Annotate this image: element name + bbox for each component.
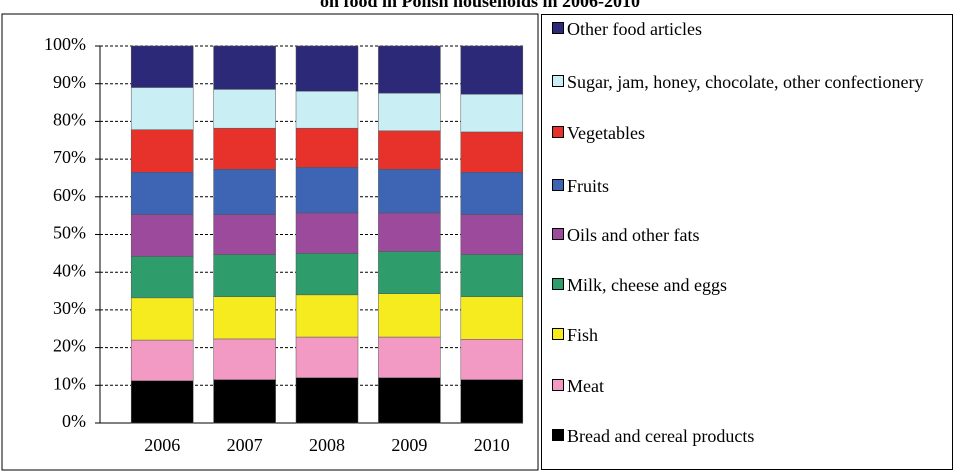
legend-swatch	[552, 179, 564, 191]
bar-segment	[460, 214, 524, 255]
legend-label: Fish	[567, 325, 599, 345]
bar-segment	[130, 45, 194, 88]
legend-label: Milk, cheese and eggs	[567, 275, 727, 295]
bar-segment	[130, 172, 194, 215]
bar-segment	[295, 294, 359, 338]
bar-segment	[130, 129, 194, 173]
y-tick-label: 30%	[53, 298, 86, 318]
x-tick-label: 2007	[227, 435, 263, 455]
bar-segment	[378, 336, 441, 379]
bar-segment	[378, 293, 441, 338]
bar-segment	[213, 254, 276, 297]
legend-entry: Other food articles	[552, 18, 942, 40]
bar-segment	[378, 169, 441, 214]
y-tick-label: 90%	[53, 72, 86, 92]
y-tick-label: 10%	[53, 373, 86, 393]
legend-swatch	[552, 228, 564, 240]
bar-segment	[295, 212, 359, 254]
legend-label: Meat	[567, 376, 604, 396]
bar-segment	[460, 45, 524, 95]
y-tick-label: 20%	[53, 336, 86, 356]
legend-swatch	[552, 429, 564, 441]
bar-segment	[213, 169, 276, 215]
legend-entry: Oils and other fats	[552, 224, 942, 246]
legend-entry: Sugar, jam, honey, chocolate, other conf…	[552, 71, 942, 93]
bar-segment	[295, 253, 359, 296]
y-tick-label: 70%	[53, 147, 86, 167]
bar-segment	[378, 251, 441, 294]
legend-label: Other food articles	[567, 19, 702, 39]
legend-swatch	[552, 22, 564, 34]
legend: Bread and cereal products Meat Fish Milk, c…	[541, 14, 953, 470]
bar-segment	[460, 94, 524, 133]
x-tick-label: 2006	[144, 435, 180, 455]
legend-swatch	[552, 75, 564, 87]
legend-entry: Vegetables	[552, 122, 942, 144]
bar-segment	[460, 379, 524, 424]
legend-label: Oils and other fats	[567, 225, 700, 245]
bar-segment	[378, 92, 441, 132]
chart-title: on food in Polish households in 2006-201…	[320, 0, 640, 11]
y-tick-label: 60%	[53, 185, 86, 205]
bar-segment	[213, 214, 276, 255]
legend-entry: Meat	[552, 375, 942, 397]
bar-segment	[130, 214, 194, 257]
legend-label: Bread and cereal products	[567, 426, 755, 446]
bar-segment	[213, 296, 276, 340]
y-tick-label: 40%	[53, 260, 86, 280]
y-tick-label: 50%	[53, 223, 86, 243]
bar-segment	[295, 45, 359, 92]
bar-segment	[130, 297, 194, 341]
legend-swatch	[552, 278, 564, 290]
legend-entry: Fruits	[552, 175, 942, 197]
legend-swatch	[552, 328, 564, 340]
bar-segment	[130, 87, 194, 130]
legend-entry: Bread and cereal products	[552, 425, 942, 447]
legend-entry: Fish	[552, 324, 942, 346]
bar-segment	[213, 89, 276, 129]
x-tick-label: 2010	[474, 435, 510, 455]
legend-label: Sugar, jam, honey, chocolate, other conf…	[567, 72, 924, 92]
bar-segment	[378, 212, 441, 252]
bar-segment	[460, 296, 524, 340]
legend-entry: Milk, cheese and eggs	[552, 274, 942, 296]
plot-frame	[1, 13, 539, 471]
legend-label: Fruits	[567, 176, 610, 196]
bar-segment	[130, 339, 194, 382]
bar-segment	[213, 45, 276, 90]
y-tick-label: 80%	[53, 110, 86, 130]
bar-segment	[295, 377, 359, 424]
y-tick-label: 0%	[62, 411, 86, 431]
bar-segment	[460, 339, 524, 380]
y-tick-label: 100%	[44, 34, 86, 54]
bar-segment	[295, 127, 359, 168]
bar-segment	[213, 127, 276, 170]
bar-segment	[295, 90, 359, 129]
bar-segment	[378, 45, 441, 94]
bar-segment	[130, 380, 194, 424]
bar-segment	[213, 338, 276, 380]
bar-segment	[295, 167, 359, 214]
x-tick-label: 2008	[309, 435, 345, 455]
legend-swatch	[552, 126, 564, 138]
bar-segment	[460, 172, 524, 215]
bar-segment	[460, 254, 524, 297]
legend-label: Vegetables	[567, 123, 645, 143]
bar-segment	[295, 336, 359, 379]
bar-segment	[460, 131, 524, 173]
bar-segment	[213, 379, 276, 424]
x-tick-label: 2009	[391, 435, 427, 455]
bar-segment	[130, 256, 194, 299]
bar-segment	[378, 377, 441, 424]
bar-segment	[378, 130, 441, 170]
legend-swatch	[552, 379, 564, 391]
